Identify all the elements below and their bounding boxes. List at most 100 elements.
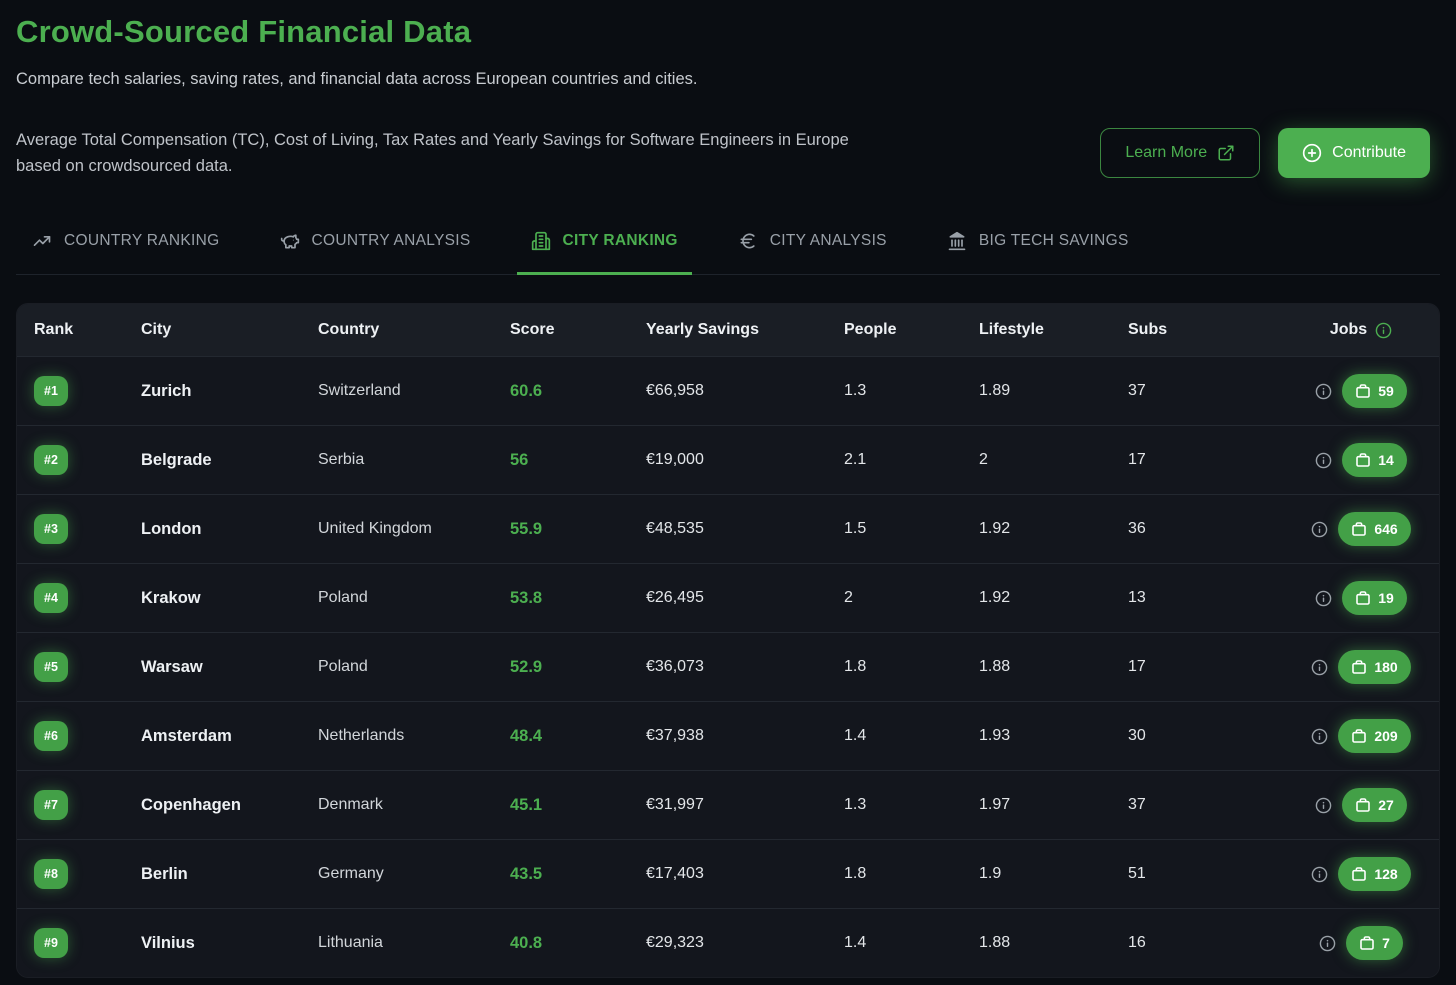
jobs-badge[interactable]: 14	[1342, 443, 1407, 477]
trending-up-icon	[32, 231, 52, 251]
info-icon[interactable]	[1311, 659, 1328, 676]
country-cell: Lithuania	[318, 934, 383, 951]
jobs-badge[interactable]: 646	[1338, 512, 1411, 546]
jobs-count: 180	[1374, 659, 1398, 675]
people-cell: 1.4	[844, 727, 867, 744]
people-cell: 2	[844, 589, 853, 606]
savings-cell: €48,535	[646, 520, 704, 537]
jobs-badge[interactable]: 7	[1346, 926, 1403, 960]
col-header-lifestyle: Lifestyle	[979, 321, 1044, 338]
rank-badge: #1	[34, 376, 68, 406]
info-icon[interactable]	[1311, 728, 1328, 745]
col-header-savings: Yearly Savings	[646, 321, 759, 338]
briefcase-icon	[1355, 590, 1371, 606]
col-header-jobs: Jobs	[1329, 321, 1368, 338]
city-cell: Amsterdam	[141, 726, 232, 745]
score-cell: 60.6	[510, 381, 543, 400]
jobs-badge[interactable]: 59	[1342, 374, 1407, 408]
subs-cell: 51	[1128, 865, 1146, 882]
contribute-button[interactable]: Contribute	[1278, 128, 1430, 178]
rank-badge: #2	[34, 445, 68, 475]
country-cell: Switzerland	[318, 382, 401, 399]
city-cell: Zurich	[141, 381, 192, 400]
score-cell: 40.8	[510, 933, 543, 952]
score-cell: 45.1	[510, 795, 543, 814]
jobs-badge[interactable]: 209	[1338, 719, 1411, 753]
info-icon[interactable]	[1311, 521, 1328, 538]
rank-badge: #4	[34, 583, 68, 613]
table-row: #9 Vilnius Lithuania 40.8 €29,323 1.4 1.…	[17, 908, 1439, 977]
table-row: #6 Amsterdam Netherlands 48.4 €37,938 1.…	[17, 701, 1439, 770]
info-icon[interactable]	[1315, 452, 1332, 469]
city-cell: London	[141, 519, 202, 538]
tab-bar: COUNTRY RANKING COUNTRY ANALYSIS CITY RA…	[16, 215, 1440, 275]
subs-cell: 13	[1128, 589, 1146, 606]
score-cell: 55.9	[510, 519, 543, 538]
jobs-badge[interactable]: 180	[1338, 650, 1411, 684]
tab-country-ranking[interactable]: COUNTRY RANKING	[18, 215, 234, 275]
briefcase-icon	[1355, 797, 1371, 813]
score-cell: 43.5	[510, 864, 543, 883]
jobs-count: 27	[1378, 797, 1394, 813]
lifestyle-cell: 1.93	[979, 727, 1011, 744]
action-buttons: Learn More Contribute	[1100, 128, 1440, 178]
plus-circle-icon	[1302, 143, 1322, 163]
people-cell: 1.5	[844, 520, 867, 537]
lifestyle-cell: 1.9	[979, 865, 1002, 882]
jobs-count: 646	[1374, 521, 1398, 537]
jobs-badge[interactable]: 19	[1342, 581, 1407, 615]
jobs-badge[interactable]: 27	[1342, 788, 1407, 822]
country-cell: Germany	[318, 865, 384, 882]
tab-city-analysis[interactable]: CITY ANALYSIS	[724, 215, 901, 275]
briefcase-icon	[1351, 866, 1367, 882]
tab-label: COUNTRY RANKING	[64, 232, 220, 249]
subs-cell: 17	[1128, 451, 1146, 468]
jobs-info-icon[interactable]	[1375, 322, 1392, 339]
table-body: #1 Zurich Switzerland 60.6 €66,958 1.3 1…	[17, 356, 1439, 977]
subs-cell: 17	[1128, 658, 1146, 675]
subs-cell: 37	[1128, 796, 1146, 813]
briefcase-icon	[1351, 521, 1367, 537]
info-icon[interactable]	[1315, 383, 1332, 400]
info-icon[interactable]	[1311, 866, 1328, 883]
col-header-country: Country	[318, 321, 380, 338]
briefcase-icon	[1355, 383, 1371, 399]
info-icon[interactable]	[1315, 797, 1332, 814]
info-icon[interactable]	[1319, 935, 1336, 952]
city-cell: Berlin	[141, 864, 188, 883]
subs-cell: 36	[1128, 520, 1146, 537]
jobs-count: 19	[1378, 590, 1394, 606]
savings-cell: €17,403	[646, 865, 704, 882]
jobs-badge[interactable]: 128	[1338, 857, 1411, 891]
rank-badge: #7	[34, 790, 68, 820]
table-row: #1 Zurich Switzerland 60.6 €66,958 1.3 1…	[17, 356, 1439, 425]
rank-badge: #5	[34, 652, 68, 682]
jobs-count: 209	[1374, 728, 1398, 744]
city-cell: Krakow	[141, 588, 201, 607]
page-description: Average Total Compensation (TC), Cost of…	[16, 131, 849, 175]
city-cell: Vilnius	[141, 933, 195, 952]
lifestyle-cell: 1.92	[979, 589, 1011, 606]
lifestyle-cell: 1.88	[979, 934, 1011, 951]
lifestyle-cell: 1.97	[979, 796, 1011, 813]
rank-badge: #8	[34, 859, 68, 889]
country-cell: Denmark	[318, 796, 383, 813]
learn-more-button[interactable]: Learn More	[1100, 128, 1261, 178]
tab-label: CITY RANKING	[562, 232, 678, 249]
score-cell: 56	[510, 450, 529, 469]
briefcase-icon	[1351, 659, 1367, 675]
people-cell: 1.3	[844, 796, 867, 813]
building-icon	[531, 231, 551, 251]
external-link-icon	[1217, 144, 1235, 162]
tab-city-ranking[interactable]: CITY RANKING	[516, 215, 692, 275]
people-cell: 1.8	[844, 865, 867, 882]
tab-country-analysis[interactable]: COUNTRY ANALYSIS	[266, 215, 485, 275]
rank-badge: #3	[34, 514, 68, 544]
savings-cell: €36,073	[646, 658, 704, 675]
people-cell: 1.4	[844, 934, 867, 951]
tab-big-tech-savings[interactable]: BIG TECH SAVINGS	[933, 215, 1143, 275]
hero-row: Average Total Compensation (TC), Cost of…	[16, 127, 1440, 179]
city-ranking-table: Rank City Country Score Yearly Savings P…	[16, 303, 1440, 978]
info-icon[interactable]	[1315, 590, 1332, 607]
